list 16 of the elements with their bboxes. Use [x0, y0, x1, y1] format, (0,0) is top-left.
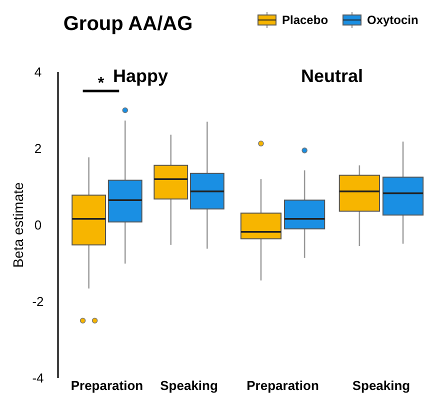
legend-label: Oxytocin [367, 13, 418, 28]
y-tick-label: -2 [32, 294, 44, 310]
chart-title: Group AA/AG [63, 13, 193, 35]
y-tick-label: 0 [34, 218, 42, 233]
y-axis-title: Beta estimate [10, 182, 26, 268]
y-tick-label: 4 [34, 64, 42, 80]
x-tick-label: Speaking [160, 378, 218, 393]
x-tick-label: Speaking [352, 378, 410, 393]
annotation: * [98, 75, 105, 92]
x-tick-label: Preparation [246, 378, 319, 393]
legend-label: Placebo [282, 13, 328, 28]
chart-title: Neutral [300, 66, 364, 86]
y-tick-label: 2 [34, 141, 42, 156]
chart-subtitle: Happy [113, 66, 168, 86]
y-tick-label: -4 [32, 370, 44, 386]
x-tick-label: Preparation [70, 378, 144, 393]
